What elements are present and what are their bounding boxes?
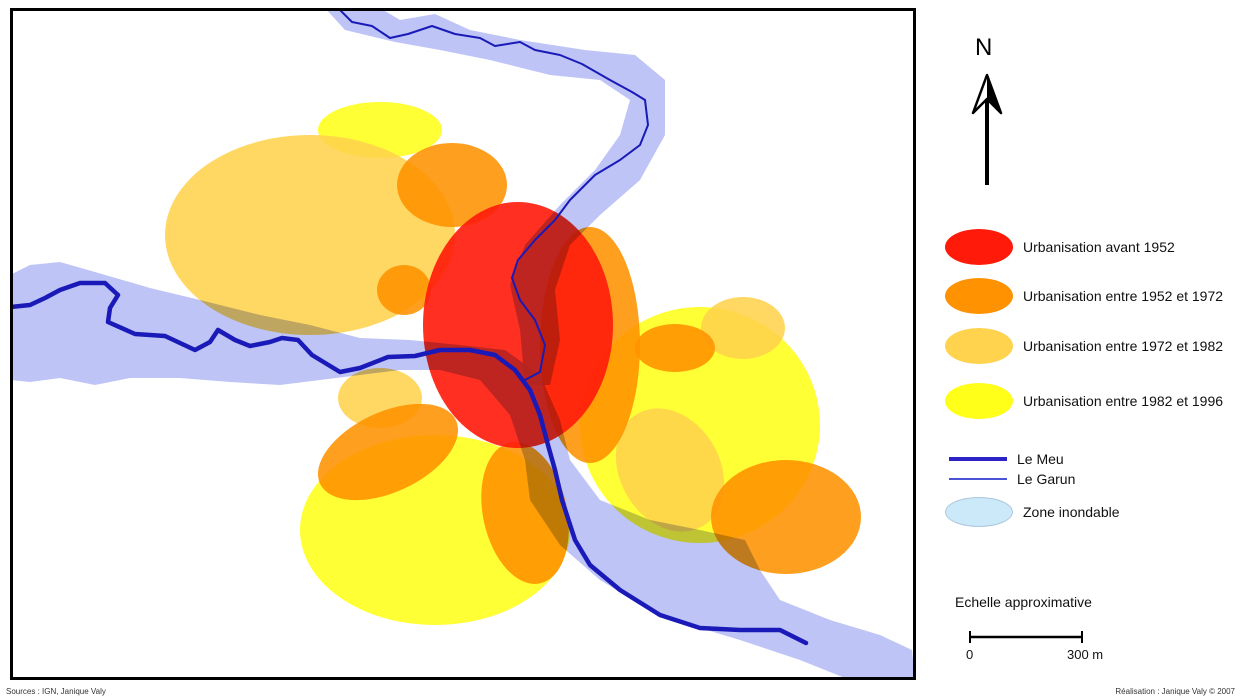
legend-label-1972-1982: Urbanisation entre 1972 et 1982 bbox=[1023, 338, 1224, 354]
credit-note: Réalisation : Janique Valy © 2007 bbox=[1115, 687, 1235, 696]
scale-bar bbox=[969, 631, 1083, 643]
legend-line-meu bbox=[949, 457, 1007, 461]
zone-1952-1972-southwest bbox=[317, 403, 459, 501]
legend-label-1982-1996: Urbanisation entre 1982 et 1996 bbox=[1023, 393, 1224, 409]
legend-swatch-inondable bbox=[945, 497, 1013, 527]
map-frame[interactable] bbox=[10, 8, 916, 680]
legend-swatch-1952-1972 bbox=[945, 278, 1013, 314]
legend-line-garun bbox=[949, 478, 1007, 480]
legend-item-meu: Le Meu bbox=[945, 451, 1064, 467]
legend-item-1982-1996: Urbanisation entre 1982 et 1996 bbox=[945, 383, 1223, 419]
flood-zone-garun bbox=[327, 11, 665, 385]
legend-item-avant-1952: Urbanisation avant 1952 bbox=[945, 229, 1175, 265]
urban-zones bbox=[165, 102, 861, 625]
map-canvas bbox=[13, 11, 913, 677]
flood-zones bbox=[13, 11, 913, 677]
flood-zone-meu bbox=[13, 262, 913, 677]
zone-1972-1982-east-small bbox=[701, 297, 785, 359]
rivers bbox=[13, 11, 809, 646]
river-garun bbox=[339, 11, 649, 381]
sources-note: Sources : IGN, Janique Valy bbox=[6, 687, 106, 696]
legend-label-1952-1972: Urbanisation entre 1952 et 1972 bbox=[1023, 288, 1224, 304]
legend-item-1972-1982: Urbanisation entre 1972 et 1982 bbox=[945, 328, 1223, 364]
scale-end-label: 300 m bbox=[1067, 647, 1104, 662]
legend-label-meu: Le Meu bbox=[1017, 451, 1064, 467]
north-arrow-icon bbox=[971, 73, 1003, 185]
legend-item-1952-1972: Urbanisation entre 1952 et 1972 bbox=[945, 278, 1223, 314]
zone-1952-1972-west-small bbox=[377, 265, 431, 315]
legend-label-avant-1952: Urbanisation avant 1952 bbox=[1023, 239, 1175, 255]
legend-item-garun: Le Garun bbox=[945, 471, 1075, 487]
legend-swatch-1982-1996 bbox=[945, 383, 1013, 419]
legend-label-garun: Le Garun bbox=[1017, 471, 1076, 487]
scale-zero-label: 0 bbox=[966, 647, 974, 662]
zone-1952-1972-north bbox=[397, 143, 507, 227]
river-meu bbox=[13, 280, 809, 646]
zone-1952-1972-far-east bbox=[711, 460, 861, 574]
north-label: N bbox=[975, 34, 993, 61]
legend-label-inondable: Zone inondable bbox=[1023, 504, 1120, 520]
scale-title: Echelle approximative bbox=[955, 594, 1092, 610]
legend-item-inondable: Zone inondable bbox=[945, 497, 1120, 527]
zone-1952-1972-east-small bbox=[635, 324, 715, 372]
zone-1972-1982-southeast bbox=[615, 408, 725, 532]
legend-swatch-1972-1982 bbox=[945, 328, 1013, 364]
zone-avant-1952-centre bbox=[423, 202, 613, 448]
legend-swatch-avant-1952 bbox=[945, 229, 1013, 265]
zone-1952-1972-south bbox=[481, 442, 569, 584]
